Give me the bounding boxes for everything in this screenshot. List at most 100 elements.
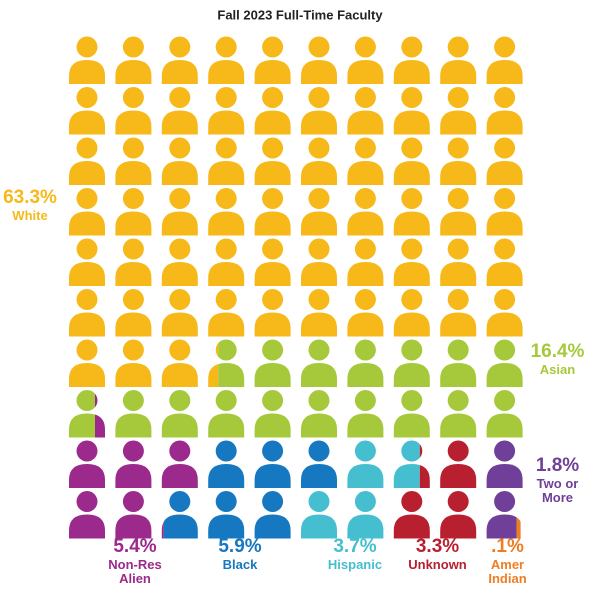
person-icon xyxy=(440,339,477,387)
person-icon xyxy=(347,491,384,539)
person-icon xyxy=(208,137,245,185)
person-icon xyxy=(301,491,337,539)
percent-label: 5.9% xyxy=(218,536,262,557)
person-icon xyxy=(115,289,152,337)
person-icon xyxy=(161,339,198,387)
percent-label: 1.8% xyxy=(535,455,580,476)
person-icon xyxy=(347,390,384,438)
person-icon xyxy=(208,238,245,286)
person-icon xyxy=(440,87,477,135)
person-icon xyxy=(440,36,477,84)
person-icon xyxy=(254,238,291,286)
person-icon xyxy=(393,188,430,236)
person-icon xyxy=(301,36,337,84)
person-icon xyxy=(115,238,152,286)
person-icon xyxy=(419,444,430,488)
category-label: 63.3% White xyxy=(0,187,60,223)
person-icon xyxy=(161,137,198,185)
person-icon xyxy=(301,440,337,488)
person-icon xyxy=(69,36,105,84)
person-icon xyxy=(301,188,337,236)
person-icon xyxy=(208,289,245,337)
person-icon xyxy=(115,87,152,135)
person-icon xyxy=(440,440,477,488)
person-icon xyxy=(69,238,105,286)
person-icon xyxy=(69,440,105,488)
person-icon xyxy=(115,491,152,539)
person-icon xyxy=(254,440,291,488)
category-name: Two or More xyxy=(536,475,579,506)
category-name: Non-Res Alien xyxy=(108,556,162,587)
person-icon xyxy=(486,87,523,135)
person-icon xyxy=(69,491,105,539)
person-icon xyxy=(347,289,384,337)
person-icon xyxy=(393,36,430,84)
category-name: Unknown xyxy=(408,556,467,572)
person-icon xyxy=(161,390,198,438)
person-icon xyxy=(516,517,521,539)
person-icon xyxy=(115,36,152,84)
category-name: Black xyxy=(222,556,258,572)
person-icon xyxy=(208,440,245,488)
category-name: Hispanic xyxy=(327,556,383,572)
person-icon xyxy=(301,289,337,337)
person-icon xyxy=(347,137,384,185)
person-icon xyxy=(440,491,477,539)
person-icon xyxy=(486,339,523,387)
person-icon xyxy=(347,36,384,84)
person-icon xyxy=(69,289,105,337)
person-icon xyxy=(115,440,152,488)
category-label: 1.8% Two or More xyxy=(525,455,590,506)
person-icon xyxy=(69,339,105,387)
person-icon xyxy=(486,289,523,337)
percent-label: .1% xyxy=(491,536,524,557)
person-icon xyxy=(254,390,291,438)
category-label: .1% Amer Indian xyxy=(475,536,540,586)
percent-label: 63.3% xyxy=(3,187,57,208)
person-icon xyxy=(393,137,430,185)
person-icon xyxy=(218,339,245,387)
person-icon xyxy=(208,36,245,84)
category-label: 5.4% Non-Res Alien xyxy=(100,536,170,587)
category-label: 5.9% Black xyxy=(205,536,275,572)
person-icon xyxy=(69,188,105,236)
person-icon xyxy=(393,87,430,135)
category-label: 16.4% Asian xyxy=(525,341,590,377)
category-name: Asian xyxy=(539,361,576,377)
person-icon xyxy=(393,238,430,286)
person-icon xyxy=(254,289,291,337)
person-icon xyxy=(393,491,430,539)
category-name: White xyxy=(12,207,48,223)
person-icon xyxy=(301,238,337,286)
percent-label: 16.4% xyxy=(530,341,585,362)
person-icon xyxy=(486,36,523,84)
person-icon xyxy=(254,87,291,135)
person-icon xyxy=(393,339,430,387)
person-icon xyxy=(161,521,164,539)
person-icon xyxy=(254,339,291,387)
person-icon xyxy=(115,339,152,387)
person-icon xyxy=(301,87,337,135)
person-icon xyxy=(208,343,219,387)
person-icon xyxy=(393,390,430,438)
person-icon xyxy=(161,188,198,236)
category-label: 3.7% Hispanic xyxy=(320,536,390,572)
person-icon xyxy=(440,188,477,236)
person-icon xyxy=(440,137,477,185)
person-icon xyxy=(347,87,384,135)
percent-label: 5.4% xyxy=(113,536,157,557)
person-icon xyxy=(115,188,152,236)
person-icon xyxy=(95,393,105,438)
person-icon xyxy=(440,238,477,286)
person-icon xyxy=(486,390,523,438)
person-icon xyxy=(161,238,198,286)
person-icon xyxy=(301,137,337,185)
person-icon xyxy=(161,87,198,135)
person-icon xyxy=(486,238,523,286)
person-icon xyxy=(347,440,384,488)
person-icon xyxy=(347,339,384,387)
person-icon xyxy=(69,390,95,438)
person-icon xyxy=(347,188,384,236)
